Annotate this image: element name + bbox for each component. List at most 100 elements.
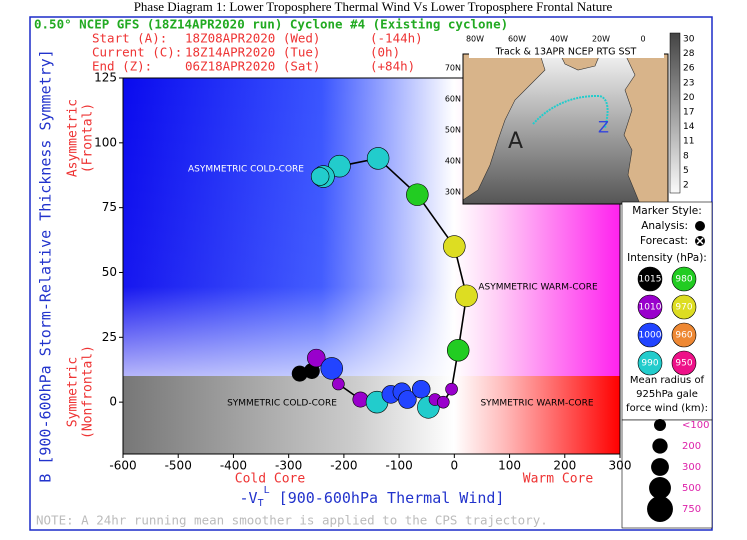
map-track <box>532 94 609 129</box>
legend-title: Intensity (hPa): <box>627 252 707 264</box>
map-lon-label: 0 <box>640 35 645 44</box>
y-side-label: Symmetric <box>66 357 81 427</box>
y-tick-label: 0 <box>109 395 117 409</box>
trajectory-point <box>310 167 330 186</box>
colorbar-label: 26 <box>683 64 695 74</box>
land-america <box>462 53 546 201</box>
legend-intensity-swatch <box>637 266 663 292</box>
legend-analysis-marker <box>695 221 705 231</box>
quadrant-label: ASYMMETRIC WARM-CORE <box>478 283 598 293</box>
bg-sym-warm <box>454 376 620 454</box>
run-info: 18Z14APR2020 (Tue) <box>185 45 320 60</box>
legend-label: Forecast: <box>640 235 688 247</box>
colorbar-label: 17 <box>683 108 694 118</box>
x-tick-label: -300 <box>275 459 302 473</box>
y-tick-label: 125 <box>94 71 117 85</box>
x-tick-label: 100 <box>498 459 521 473</box>
legend-intensity-swatch <box>637 294 663 320</box>
map-lat-label: 50N <box>445 126 461 135</box>
y-tick-label: 50 <box>102 265 117 279</box>
map-lat-label: 40N <box>445 157 461 166</box>
colorbar-label: 23 <box>683 78 694 88</box>
legend-size-label: 300 <box>682 462 701 473</box>
plot-border <box>122 77 621 455</box>
legend-intensity-swatch <box>671 266 697 292</box>
run-info: (-144h) <box>370 31 423 46</box>
y-side-label: (Nonfrontal) <box>81 345 96 439</box>
legend-label: Analysis: <box>641 220 688 232</box>
legend-intensity-swatch <box>671 294 697 320</box>
colorbar-label: 20 <box>683 93 695 103</box>
trajectory-point <box>398 390 417 409</box>
legend-forecast-cross <box>696 237 704 245</box>
header: 0.50° NCEP GFS (18Z14APR2020 run) Cyclon… <box>34 17 508 32</box>
legend-intensity-label: 970 <box>675 303 692 313</box>
map-lon-label: 80W <box>466 35 484 44</box>
legend-title: Mean radius of <box>630 375 705 386</box>
legend-intensity-swatch <box>637 322 663 348</box>
colorbar-label: 2 <box>683 181 689 191</box>
run-info: End (Z): <box>92 59 152 74</box>
note: NOTE: A 24hr running mean smoother is ap… <box>36 513 548 528</box>
x-axis-label-part: L <box>264 485 270 496</box>
y-tick-label: 75 <box>102 200 117 214</box>
legend-intensity-swatch <box>637 350 663 376</box>
x-side-label: Warm Core <box>523 472 594 487</box>
quadrant-label: SYMMETRIC COLD-CORE <box>227 399 337 409</box>
legend-size-swatch <box>654 419 666 431</box>
legend-intensity-label: 1015 <box>639 275 662 285</box>
trajectory-point <box>445 382 458 396</box>
legend-size-swatch <box>647 496 673 522</box>
run-info: (0h) <box>370 45 400 60</box>
x-axis-label-part: -V <box>240 489 258 507</box>
colorbar-label: 5 <box>683 166 689 176</box>
trajectory-point <box>332 377 345 391</box>
x-tick-label: -200 <box>330 459 357 473</box>
legend-intensity-label: 990 <box>641 359 658 369</box>
colorbar-label: 30 <box>683 35 695 45</box>
quadrant-label: ASYMMETRIC COLD-CORE <box>188 165 304 175</box>
x-tick-label: 0 <box>451 459 459 473</box>
legend-intensity-label: 1010 <box>639 303 662 313</box>
x-tick-label: -600 <box>109 459 136 473</box>
x-axis-label-part: [900-600hPa Thermal Wind] <box>270 489 505 507</box>
x-side-label: Cold Core <box>235 472 306 487</box>
colorbar-label: 11 <box>683 137 694 147</box>
x-tick-label: -400 <box>220 459 247 473</box>
y-tick-label: 25 <box>102 330 117 344</box>
title: Phase Diagram 1: Lower Troposphere Therm… <box>134 0 613 14</box>
bg-asym-cold-shade <box>123 78 454 376</box>
trajectory-point <box>406 183 429 206</box>
legend-intensity-swatch <box>671 322 697 348</box>
trajectory-point <box>436 395 450 409</box>
map-lat-label: 70N <box>445 64 461 73</box>
inset-map <box>462 32 681 205</box>
y-tick-label: 100 <box>94 135 117 149</box>
trajectory-point <box>366 147 390 170</box>
legend-size-swatch <box>651 458 669 476</box>
legend-size-label: 200 <box>682 441 701 452</box>
map-title-box <box>469 46 664 58</box>
trajectory-point <box>443 235 466 258</box>
map-lon-label: 20W <box>592 35 610 44</box>
trajectory-point <box>328 154 351 178</box>
map-lon-label: 40W <box>550 35 568 44</box>
map-title: Track & 13APR NCEP RTG SST <box>495 47 637 58</box>
x-axis-label: -VTL [900-600hPa Thermal Wind] <box>240 485 505 509</box>
x-tick-label: 200 <box>553 459 576 473</box>
trajectory-point <box>307 348 326 368</box>
trajectory-point <box>320 357 343 380</box>
x-tick-label: -500 <box>165 459 192 473</box>
legend-title: 925hPa gale <box>636 389 698 400</box>
run-info: 18Z08APR2020 (Wed) <box>185 31 320 46</box>
legend-size-label: 500 <box>682 483 701 494</box>
y-side-label: Asymmetric <box>66 99 81 177</box>
legend-size-swatch <box>649 477 671 499</box>
x-tick-label: 300 <box>609 459 632 473</box>
legend-title: force wind (km): <box>626 403 708 414</box>
legend-title: Marker Style: <box>632 205 702 217</box>
legend-size-label: <100 <box>682 420 709 431</box>
legend-size-label: 750 <box>682 504 701 515</box>
map-track-label: Z <box>598 118 609 137</box>
